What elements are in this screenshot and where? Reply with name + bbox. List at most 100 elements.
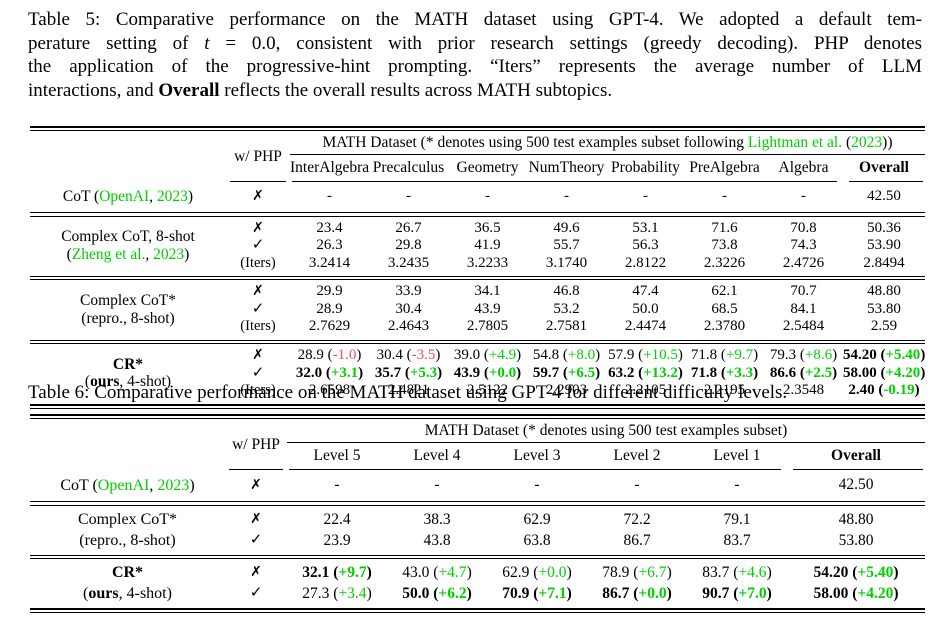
caption-line: Table 5: Comparative performance on the … [28,8,922,32]
metric-value: 83.7 [723,531,751,549]
delta-value: +9.7 [338,563,367,581]
column-header: Level 4 [413,447,461,465]
metric-value: 68.5 [711,300,738,317]
php-header-label: w/ PHP [232,435,280,453]
metric-value: 47.4 [632,283,659,300]
value-cell: 74.3 [764,237,843,255]
row-group-label-line: CR* [112,562,143,583]
column-headers: InterAlgebra Precalculus Geometry NumTheory… [290,155,925,181]
citation-link[interactable]: Lightman et al. [747,134,843,152]
value-cell: 36.5 [448,220,527,238]
metric-value: 86.7 [602,584,630,602]
citation-link[interactable]: 2023 [851,134,883,152]
value-cell: - [764,185,843,208]
value-cell: - [606,185,685,208]
citation-link[interactable]: 2023 [156,188,188,206]
metric-value: 79.1 [723,510,751,528]
text-segment: CoT ( [60,476,98,494]
value-cell: 53.1 [606,220,685,238]
value-cell: 2.8122 [606,255,685,273]
table-row-group: CR* (ours, 4-shot) ✗ 32.1 (+9.7) 43.0 (+4.7)… [30,559,925,608]
row-group-label: CoT (OpenAI, 2023) [30,188,226,206]
text-segment: ) [189,476,195,494]
column-header: PreAlgebra [689,159,760,177]
metric-value: 70.8 [790,219,817,236]
citation-link[interactable]: OpenAI [97,476,150,494]
text-segment: Complex CoT* [77,510,178,528]
text-segment: ours [90,373,120,391]
column-header: Level 1 [713,447,761,465]
value-cell: 3.2435 [369,255,448,273]
value-cell: 32.1 (+9.7) [302,563,372,581]
value-cell: 26.3 [290,237,369,255]
metric-value: 70.9 [502,584,530,602]
php-flag: ✓ [249,584,263,601]
text-segment: ( [842,134,852,152]
column-header: Geometry [456,159,519,177]
metric-value: 2.3548 [782,382,825,399]
value-cell: 42.50 [787,473,925,497]
metric-value: 73.8 [711,237,738,254]
php-flag: ✗ [252,347,264,364]
metric-value: - [327,188,332,205]
value-cell: 26.7 [369,220,448,238]
table-row-group: Complex CoT, 8-shot (Zheng et al., 2023) ✗… [30,217,925,277]
row-group-label-line: (repro., 8-shot) [81,310,174,328]
delta-value: +3.3 [725,364,754,381]
metric-value: 2.59 [870,318,898,335]
row-group-label-line: Complex CoT* [78,509,177,530]
text-segment: , 4-shot) [118,584,172,602]
value-cell: - [527,185,606,208]
value-cell: 53.90 [843,237,925,255]
metric-value: 86.6 [769,364,797,381]
iters-label: (Iters) [240,382,276,399]
value-cell: 90.7 (+7.0) [702,584,772,602]
section-separator-rule [30,276,925,281]
metric-value: 2.7581 [545,318,588,335]
citation-link[interactable]: OpenAI [99,188,150,206]
metric-value: 59.7 [532,364,560,381]
metric-value: 2.5122 [466,382,509,399]
caption-line: perature setting of t = 0.0, consistent … [28,32,922,56]
value-cell: 29.8 [369,237,448,255]
delta-value: +0.0 [538,563,567,581]
table-row-group: CR* (ours, 4-shot) ✗ 28.9 (-1.0) 30.4 (-3.5)… [30,344,925,404]
metric-value: 22.4 [323,510,351,528]
php-header-label: w/ PHP [234,147,282,165]
value-cell: 83.7 (+4.6) [702,563,772,581]
metric-value: - [406,188,411,205]
table6-top-rule [30,414,925,420]
value-cell: 2.2195 [685,382,764,400]
metric-value: 38.3 [423,510,451,528]
value-cell: 3.2414 [290,255,369,273]
metric-value: 74.3 [790,237,817,254]
metric-value: 2.2195 [703,382,746,399]
metric-value: 62.1 [711,283,738,300]
value-cell: 47.4 [606,283,685,301]
column-header: Precalculus [372,159,445,177]
metric-value: 28.9 [297,347,324,364]
metric-value: 54.20 [813,563,849,581]
delta-value: +7.0 [738,584,767,602]
header-underlines [287,469,925,471]
text-segment: reflects the overall results across MATH… [219,79,613,101]
row-group-label: CR* (ours, 4-shot) [30,562,225,604]
citation-link[interactable]: 2023 [153,245,185,263]
metric-value: 2.7805 [466,318,509,335]
delta-value: +4.6 [738,563,767,581]
caption-line: interactions, and Overall reflects the o… [28,79,922,103]
text-segment: interactions, and [28,79,159,101]
metric-value: 33.9 [395,283,422,300]
citation-link[interactable]: 2023 [157,476,190,494]
metric-value: 48.80 [838,510,874,528]
metric-value: 86.7 [623,531,651,549]
column-header: Overall [859,159,909,177]
value-cell: 54.20 (+5.40) [843,347,926,364]
value-cell: 79.3 (+8.6) [769,347,838,364]
metric-value: 2.4643 [387,318,430,335]
metric-value: 90.7 [702,584,730,602]
citation-link[interactable]: Zheng et al. [71,245,146,263]
metric-value: - [434,476,440,494]
column-header: NumTheory [528,159,605,177]
metric-value: 32.0 [295,364,323,381]
